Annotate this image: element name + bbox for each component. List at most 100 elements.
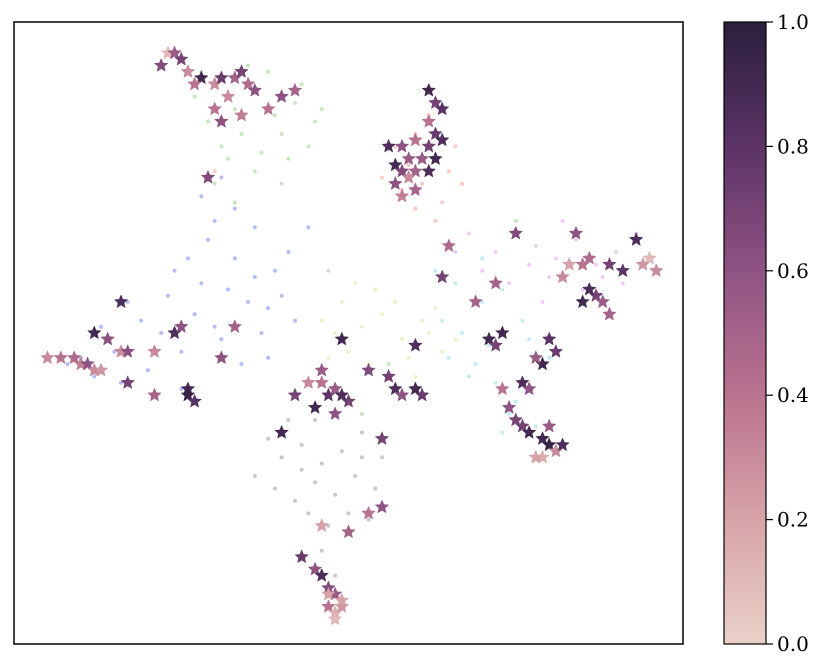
background-point: [359, 430, 364, 435]
background-point: [219, 337, 224, 342]
star-marker: [227, 319, 243, 333]
star-marker: [515, 418, 530, 433]
background-point: [319, 461, 324, 466]
background-point: [65, 362, 70, 367]
background-point: [266, 69, 271, 74]
star-marker: [408, 163, 423, 178]
star-marker: [495, 381, 510, 396]
star-marker: [321, 586, 336, 601]
background-point: [206, 237, 210, 242]
background-point: [266, 436, 271, 441]
background-point: [279, 293, 284, 298]
star-marker: [327, 406, 343, 421]
background-point: [286, 156, 291, 161]
background-point: [420, 318, 425, 323]
background-point: [266, 355, 271, 360]
background-point: [527, 262, 532, 267]
background-point: [500, 430, 505, 435]
background-point: [306, 511, 311, 516]
colorbar: 0.0 0.2 0.4 0.6 0.8 1.0: [723, 10, 809, 656]
background-point: [533, 424, 538, 429]
background-point: [333, 492, 338, 497]
background-point: [520, 318, 525, 323]
background-point: [453, 250, 458, 255]
background-point: [232, 200, 237, 205]
star-marker: [173, 319, 189, 333]
background-point: [272, 486, 277, 491]
colorbar-tick-label: 1.0: [777, 10, 809, 34]
background-point: [252, 275, 257, 279]
star-marker: [301, 375, 316, 389]
background-point: [333, 331, 338, 335]
background-point: [125, 299, 130, 304]
star-marker: [495, 325, 510, 340]
star-marker: [113, 294, 129, 309]
star-marker: [414, 151, 430, 166]
star-marker: [374, 431, 390, 445]
star-marker: [428, 126, 443, 141]
background-point: [460, 331, 465, 335]
background-point: [466, 374, 471, 379]
star-marker: [528, 449, 544, 464]
star-marker: [421, 163, 437, 178]
background-point: [366, 517, 371, 522]
star-marker: [260, 101, 276, 116]
star-marker: [327, 381, 343, 396]
background-point: [359, 324, 364, 329]
star-marker: [180, 387, 196, 402]
background-point: [293, 318, 297, 323]
background-point: [553, 256, 558, 261]
background-point: [594, 262, 598, 267]
background-point: [313, 480, 318, 485]
background-point: [480, 256, 485, 261]
background-point: [313, 418, 318, 423]
background-point: [386, 362, 391, 367]
background-point: [272, 268, 277, 273]
background-point: [192, 94, 197, 99]
background-point: [333, 573, 338, 578]
star-marker: [247, 82, 263, 97]
star-marker: [602, 256, 617, 271]
star-marker: [214, 113, 229, 128]
background-point: [380, 175, 384, 180]
star-marker: [635, 256, 651, 271]
colorbar-tick-label: 0.6: [777, 259, 809, 283]
background-point: [359, 411, 364, 416]
star-marker: [307, 399, 323, 414]
background-point: [346, 511, 351, 516]
star-marker: [274, 424, 289, 439]
background-point: [179, 349, 184, 354]
background-point: [326, 268, 331, 273]
star-marker: [555, 437, 570, 452]
star-marker: [408, 337, 423, 352]
background-point: [353, 281, 358, 286]
star-marker: [214, 350, 229, 365]
background-point: [420, 181, 425, 186]
background-point: [246, 63, 251, 68]
background-point: [400, 337, 404, 342]
star-marker: [434, 101, 450, 116]
background-point: [286, 418, 291, 423]
background-point: [460, 181, 465, 186]
colorbar-tick-label: 0.2: [777, 508, 809, 532]
background-point: [279, 181, 284, 186]
star-marker: [120, 344, 136, 358]
background-point: [413, 374, 418, 379]
background-point: [413, 206, 418, 211]
background-point: [299, 82, 304, 87]
background-point: [232, 256, 237, 261]
star-markers: [40, 45, 664, 626]
colorbar-frame: [723, 21, 767, 645]
background-point: [547, 355, 552, 360]
star-marker: [381, 368, 396, 383]
background-point: [493, 380, 498, 385]
star-marker: [194, 70, 209, 85]
background-point: [206, 119, 210, 124]
background-point: [232, 107, 237, 112]
star-marker: [582, 250, 597, 265]
star-marker: [421, 138, 437, 153]
background-point: [246, 299, 251, 304]
background-point: [286, 250, 291, 255]
star-marker: [86, 325, 102, 340]
background-point: [279, 455, 284, 460]
